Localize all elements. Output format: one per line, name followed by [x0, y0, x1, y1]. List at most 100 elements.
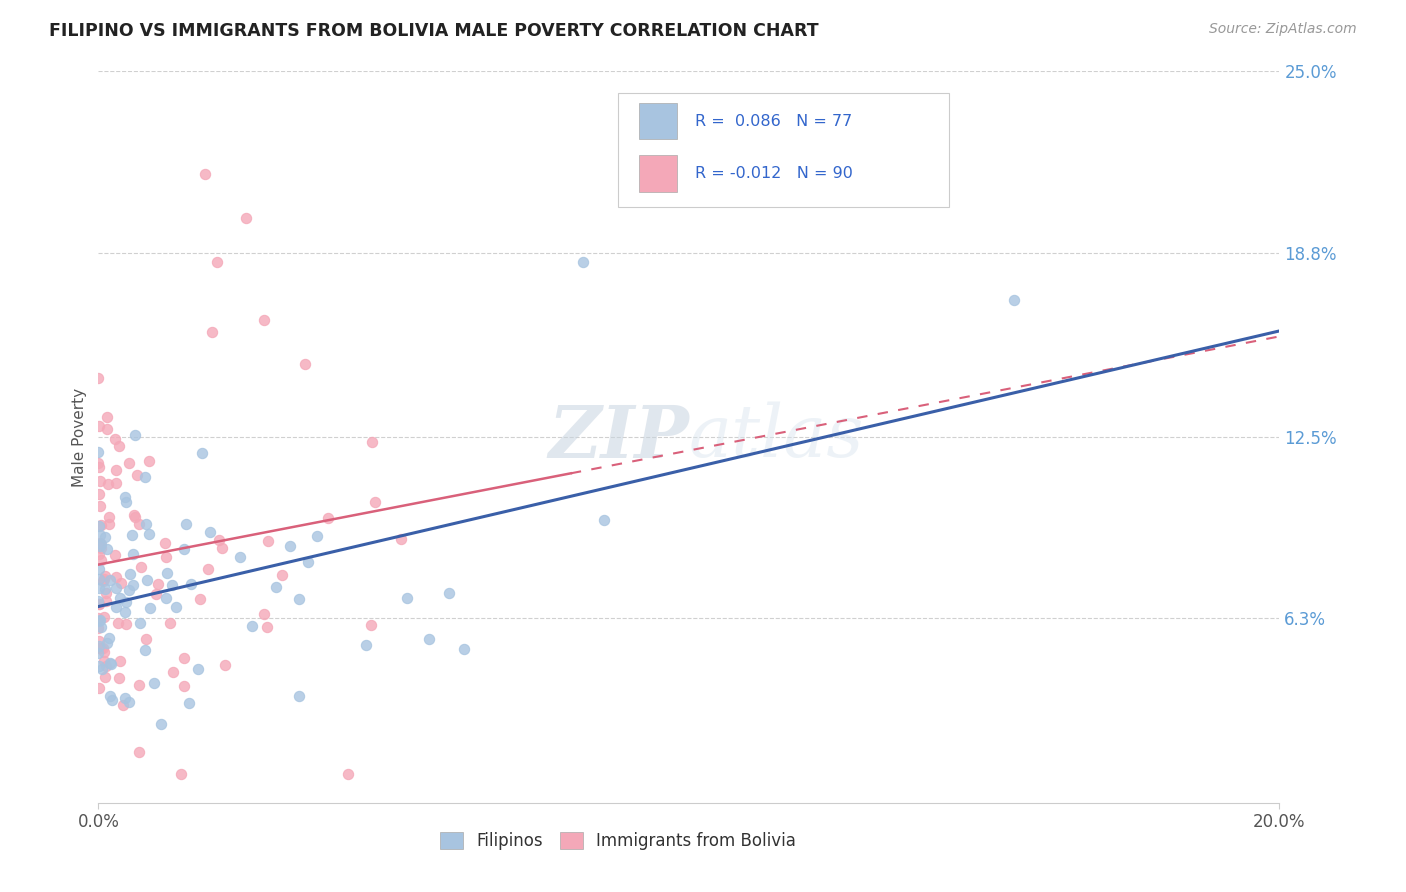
Point: [136, 573, 159, 587]
Point: [173, 651, 195, 665]
Point: [129, 560, 152, 574]
Point: [90, 553, 112, 567]
Point: [129, 616, 152, 631]
Point: [104, 549, 127, 563]
Point: [139, 601, 162, 615]
Point: [229, 549, 252, 564]
Point: [91, 574, 114, 589]
Point: [188, 591, 211, 606]
Point: [593, 513, 616, 527]
Point: [90, 537, 112, 551]
FancyBboxPatch shape: [640, 155, 678, 192]
Point: [108, 671, 131, 685]
Text: ZIP: ZIP: [548, 401, 689, 473]
Point: [114, 491, 136, 505]
Point: [205, 254, 228, 268]
Point: [297, 555, 319, 569]
Point: [104, 432, 127, 446]
Point: [316, 511, 339, 525]
Point: [96, 541, 118, 556]
Point: [256, 620, 278, 634]
Point: [389, 532, 412, 546]
Point: [87, 456, 110, 470]
Point: [253, 313, 276, 327]
Point: [135, 632, 157, 647]
Point: [91, 662, 114, 676]
FancyBboxPatch shape: [640, 103, 678, 139]
Point: [118, 583, 141, 598]
Point: [98, 656, 121, 670]
Point: [104, 569, 127, 583]
Point: [288, 689, 311, 703]
Point: [187, 662, 209, 676]
Point: [418, 632, 440, 646]
Point: [198, 525, 221, 540]
Text: atlas: atlas: [689, 401, 865, 473]
Point: [118, 695, 141, 709]
Point: [194, 167, 217, 181]
Point: [107, 615, 129, 630]
Point: [201, 325, 224, 339]
Point: [87, 640, 110, 655]
Point: [93, 654, 115, 668]
Point: [89, 539, 111, 553]
Point: [114, 494, 136, 508]
Point: [170, 766, 193, 780]
Point: [98, 510, 121, 524]
Point: [143, 676, 166, 690]
Point: [122, 547, 145, 561]
FancyBboxPatch shape: [619, 94, 949, 207]
Point: [145, 587, 167, 601]
Point: [294, 357, 316, 371]
Point: [135, 516, 157, 531]
Point: [87, 371, 110, 385]
Point: [361, 435, 384, 450]
Point: [174, 517, 197, 532]
Point: [124, 509, 146, 524]
Point: [122, 578, 145, 592]
Point: [114, 605, 136, 619]
Point: [120, 567, 142, 582]
Point: [173, 679, 195, 693]
Point: [134, 642, 156, 657]
Point: [159, 615, 181, 630]
Point: [87, 681, 110, 695]
Point: [146, 577, 169, 591]
Text: FILIPINO VS IMMIGRANTS FROM BOLIVIA MALE POVERTY CORRELATION CHART: FILIPINO VS IMMIGRANTS FROM BOLIVIA MALE…: [49, 22, 818, 40]
Point: [153, 536, 176, 550]
Point: [87, 594, 110, 608]
Point: [360, 618, 382, 632]
Point: [90, 518, 112, 533]
Point: [87, 538, 110, 552]
Point: [96, 585, 118, 599]
Point: [166, 599, 188, 614]
Point: [177, 697, 200, 711]
Point: [364, 495, 387, 509]
Point: [89, 418, 111, 433]
Point: [112, 698, 135, 713]
Point: [90, 620, 112, 634]
Point: [87, 562, 110, 576]
Point: [115, 617, 138, 632]
Point: [90, 640, 112, 655]
Point: [93, 609, 115, 624]
Text: Source: ZipAtlas.com: Source: ZipAtlas.com: [1209, 22, 1357, 37]
Point: [114, 690, 136, 705]
Point: [108, 439, 131, 453]
Point: [96, 421, 118, 435]
Point: [214, 658, 236, 673]
Point: [270, 568, 292, 582]
Point: [89, 582, 111, 596]
Point: [105, 462, 128, 476]
Point: [87, 487, 110, 501]
Point: [121, 528, 143, 542]
Point: [453, 642, 475, 657]
Point: [100, 689, 122, 703]
Point: [307, 529, 329, 543]
Point: [89, 474, 111, 488]
Point: [128, 678, 150, 692]
Point: [191, 446, 214, 460]
Point: [87, 634, 110, 648]
Point: [96, 658, 118, 673]
Point: [156, 566, 179, 580]
